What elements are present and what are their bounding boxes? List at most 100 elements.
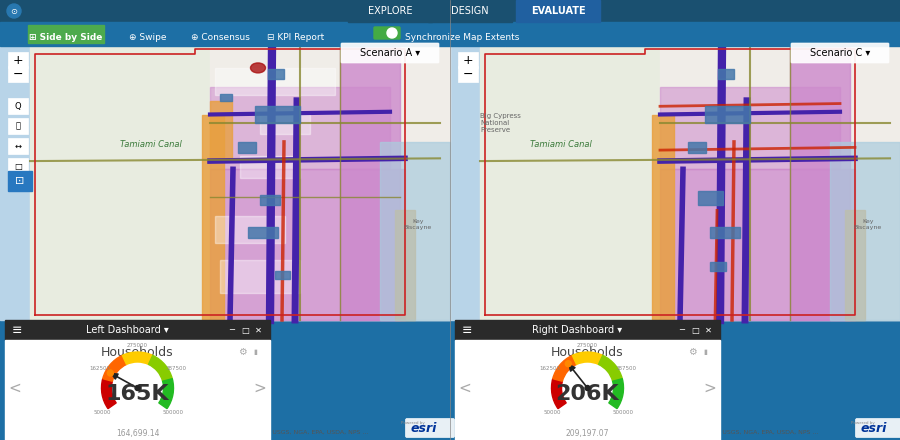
Bar — [210, 46, 450, 320]
Text: +: + — [463, 54, 473, 66]
Bar — [215, 68, 335, 95]
Text: −: − — [13, 67, 23, 81]
Text: ✕: ✕ — [705, 326, 712, 334]
Bar — [8, 158, 28, 174]
Bar — [8, 118, 28, 134]
Bar — [710, 227, 740, 238]
Text: 165K: 165K — [106, 384, 169, 404]
Text: <: < — [9, 381, 22, 396]
Text: Key
Biscayne: Key Biscayne — [404, 219, 432, 230]
Bar — [845, 210, 865, 320]
Text: 50000: 50000 — [94, 410, 111, 415]
Bar — [5, 320, 270, 440]
Text: Left Dashboard ▾: Left Dashboard ▾ — [86, 325, 169, 335]
Wedge shape — [158, 379, 174, 409]
Text: 162500: 162500 — [89, 366, 110, 370]
Text: 162500: 162500 — [539, 366, 560, 370]
Bar — [660, 46, 900, 320]
Text: □: □ — [14, 161, 22, 171]
Bar — [8, 171, 32, 191]
Bar — [455, 340, 720, 440]
Text: esri: esri — [860, 422, 887, 435]
Bar — [255, 106, 300, 123]
Circle shape — [585, 385, 590, 391]
Text: −: − — [229, 326, 236, 334]
Bar — [348, 0, 432, 22]
Bar — [455, 320, 720, 440]
Bar — [220, 94, 232, 101]
Text: Households: Households — [101, 345, 174, 359]
Bar — [0, 22, 900, 46]
Bar — [480, 46, 660, 320]
Text: 500000: 500000 — [612, 410, 634, 415]
Text: ≡: ≡ — [12, 323, 22, 337]
Text: <: < — [459, 381, 472, 396]
Wedge shape — [552, 379, 566, 409]
Text: DESIGN: DESIGN — [451, 6, 489, 16]
Text: ⊕ Swipe: ⊕ Swipe — [130, 33, 166, 41]
Wedge shape — [148, 356, 172, 381]
Wedge shape — [122, 352, 153, 364]
Bar — [516, 0, 600, 22]
Bar — [395, 210, 415, 320]
Bar — [8, 138, 28, 154]
Text: ⊡: ⊡ — [15, 176, 24, 186]
Bar — [652, 114, 674, 320]
Bar — [248, 227, 278, 238]
Text: ⚙: ⚙ — [688, 347, 697, 357]
Bar — [8, 52, 28, 68]
Bar — [8, 66, 28, 82]
Bar — [260, 114, 310, 134]
Text: Q: Q — [14, 102, 22, 110]
Bar — [220, 260, 300, 293]
Bar — [340, 46, 400, 320]
Text: Powered by: Powered by — [851, 421, 875, 425]
FancyBboxPatch shape — [341, 43, 439, 63]
Bar — [790, 46, 850, 320]
Bar — [215, 216, 285, 243]
Bar — [455, 320, 720, 340]
Wedge shape — [102, 379, 116, 409]
Wedge shape — [608, 379, 624, 409]
Bar — [0, 0, 900, 22]
Bar — [210, 101, 232, 161]
Text: 387500: 387500 — [165, 366, 186, 370]
Text: 50000: 50000 — [544, 410, 561, 415]
Text: ✕: ✕ — [255, 326, 262, 334]
Bar — [705, 106, 750, 123]
Bar — [5, 320, 270, 340]
Text: ⊟ KPI Report: ⊟ KPI Report — [267, 33, 325, 41]
Wedge shape — [598, 356, 622, 381]
Bar — [660, 169, 855, 320]
Bar — [210, 169, 405, 320]
Bar — [5, 340, 270, 440]
Circle shape — [7, 4, 21, 18]
Ellipse shape — [250, 63, 266, 73]
Text: EXPLORE: EXPLORE — [368, 6, 412, 16]
Text: +: + — [13, 54, 23, 66]
Bar — [380, 142, 450, 320]
Text: 275000: 275000 — [127, 342, 148, 348]
Bar — [710, 262, 726, 271]
Text: Right Dashboard ▾: Right Dashboard ▾ — [533, 325, 623, 335]
Bar — [30, 46, 210, 320]
Text: ↔: ↔ — [14, 142, 22, 150]
Text: 387500: 387500 — [615, 366, 636, 370]
Bar — [8, 98, 28, 114]
Wedge shape — [572, 352, 603, 364]
Text: >: > — [704, 381, 716, 396]
Wedge shape — [103, 356, 127, 381]
Bar — [830, 142, 900, 320]
Text: orme, USGS, NGA, EPA, USDA, NPS ...: orme, USGS, NGA, EPA, USDA, NPS ... — [252, 429, 368, 435]
Text: −: − — [463, 67, 473, 81]
Text: ≡: ≡ — [462, 323, 472, 337]
Bar — [0, 46, 450, 320]
Bar — [275, 271, 290, 279]
FancyBboxPatch shape — [856, 418, 900, 437]
Text: esri: esri — [410, 422, 437, 435]
Text: ⚙: ⚙ — [238, 347, 247, 357]
Text: Tamiami Canal: Tamiami Canal — [120, 140, 182, 149]
Text: orme, USGS, NGA, EPA, USDA, NPS ...: orme, USGS, NGA, EPA, USDA, NPS ... — [702, 429, 818, 435]
FancyBboxPatch shape — [374, 27, 400, 39]
Text: □: □ — [691, 326, 699, 334]
